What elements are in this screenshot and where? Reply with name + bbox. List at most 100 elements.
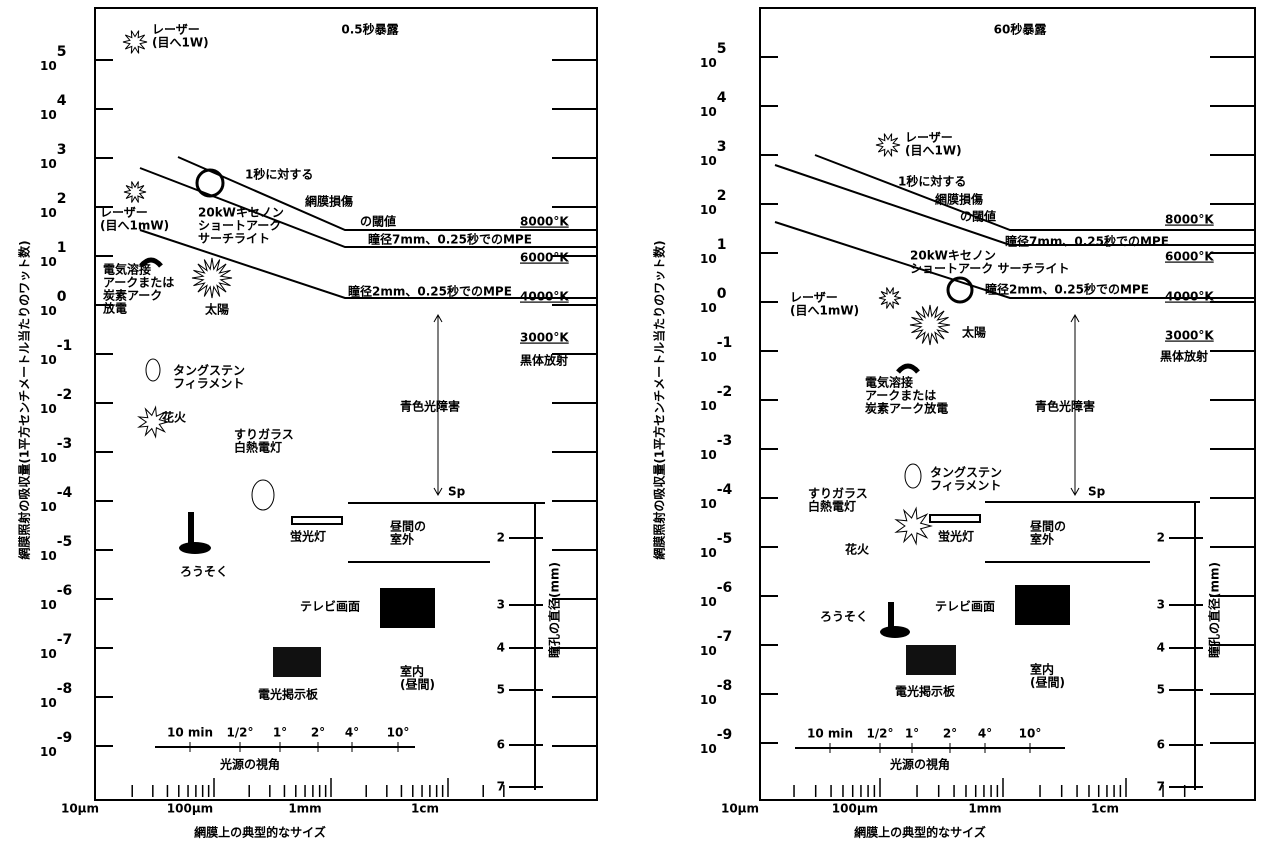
y-tick-base: 10: [40, 500, 57, 514]
y-tick-base: 10: [40, 157, 57, 171]
annotation: タングステン: [173, 363, 245, 378]
icon: [291, 516, 343, 525]
angle-tick-label: 2°: [311, 726, 325, 740]
annotation: の閾値: [960, 209, 996, 224]
annotation: 3000°K: [1165, 329, 1214, 343]
icon: [1015, 585, 1070, 625]
annotation: 瞳径7mm、0.25秒でのMPE: [368, 232, 532, 247]
y-tick-exponent: 4: [57, 93, 67, 109]
y-tick-exponent: 1: [57, 240, 67, 256]
y-axis-label: 網膜照射の吸収量(1平方センチメートル当たりのワット数): [652, 240, 667, 559]
x-tick-label: 10μm: [721, 802, 759, 816]
pupil-tick-label: 2: [497, 531, 505, 545]
y-tick-exponent: -9: [57, 730, 73, 746]
annotation: レーザー: [790, 291, 838, 305]
y-tick-base: 10: [700, 301, 717, 315]
annotation: 3000°K: [520, 331, 569, 345]
annotation: 炭素アーク: [103, 288, 162, 303]
y-tick-base: 10: [40, 451, 57, 465]
icon: [273, 647, 321, 677]
y-tick-label: 10-1: [700, 335, 732, 364]
y-tick-base: 10: [700, 644, 717, 658]
annotation: レーザー: [905, 131, 953, 145]
annotation: 室内: [400, 664, 424, 679]
icon: [946, 276, 974, 304]
y-tick-base: 10: [700, 693, 717, 707]
x-tick-label: 1cm: [411, 802, 439, 816]
annotation: (昼間): [1030, 675, 1065, 690]
annotation: フィラメント: [173, 377, 244, 391]
y-tick-label: 103: [40, 142, 66, 171]
icon: [195, 168, 225, 198]
y-tick-base: 10: [40, 549, 57, 563]
icon: [188, 512, 194, 546]
angle-tick-label: 10°: [1019, 727, 1042, 741]
y-tick-base: 10: [700, 154, 717, 168]
y-tick-base: 10: [700, 252, 717, 266]
icon: [894, 506, 933, 546]
icon: [122, 30, 148, 54]
y-tick-label: 10-4: [700, 482, 733, 511]
frame: [94, 7, 598, 801]
y-tick-exponent: -3: [57, 436, 73, 452]
annotation: 花火: [162, 410, 187, 425]
x-tick-label: 10μm: [61, 802, 99, 816]
angle-tick-label: 2°: [943, 727, 957, 741]
annotation: 蛍光灯: [938, 529, 974, 544]
y-tick-exponent: -2: [57, 387, 73, 403]
y-tick-base: 10: [700, 56, 717, 70]
annotation: Sp: [1088, 485, 1106, 499]
pupil-tick-label: 4: [1157, 641, 1165, 655]
y-tick-exponent: 2: [57, 191, 67, 207]
annotation: ろうそく: [820, 610, 868, 624]
annotation: レーザー: [100, 206, 148, 220]
annotation: 室外: [1030, 532, 1054, 547]
threshold-line: [774, 221, 1255, 299]
y-tick-exponent: -7: [717, 629, 733, 645]
arrowhead: [1070, 313, 1080, 497]
annotation: 網膜損傷: [935, 192, 983, 207]
annotation: (目へ1mW): [100, 219, 169, 233]
annotation: フィラメント: [930, 479, 1001, 493]
y-tick-label: 104: [40, 93, 67, 122]
y-tick-exponent: -4: [717, 482, 733, 498]
y-tick-label: 100: [40, 289, 67, 318]
icon: [896, 363, 920, 374]
annotation: 8000°K: [520, 215, 569, 229]
y-tick-exponent: -7: [57, 632, 73, 648]
angle-tick-label: 4°: [978, 727, 992, 741]
y-tick-base: 10: [40, 108, 57, 122]
annotation: 瞳径2mm、0.25秒でのMPE: [985, 282, 1149, 297]
pupil-tick-label: 4: [497, 641, 505, 655]
threshold-line: [774, 164, 1255, 246]
annotation: 1秒に対する: [898, 174, 966, 189]
y-tick-label: 102: [40, 191, 66, 220]
icon: [904, 463, 922, 489]
y-tick-base: 10: [700, 546, 717, 560]
annotation: 蛍光灯: [290, 529, 326, 544]
y-tick-base: 10: [700, 595, 717, 609]
angle-tick-label: 1/2°: [866, 727, 893, 741]
y-tick-label: 101: [700, 237, 726, 266]
annotation: 1秒に対する: [245, 167, 313, 182]
pupil-tick-label: 6: [497, 738, 505, 752]
annotation: 白熱電灯: [808, 499, 856, 514]
y-tick-base: 10: [40, 598, 57, 612]
icon: [137, 405, 170, 439]
y-tick-base: 10: [40, 696, 57, 710]
x-tick-label: 100μm: [832, 802, 878, 816]
pupil-tick-label: 7: [1157, 780, 1165, 794]
y-tick-label: 10-4: [40, 485, 73, 514]
frame: [759, 7, 1256, 801]
pupil-label: 瞳孔の直径(mm): [1207, 562, 1222, 658]
angle-tick-label: 1°: [273, 726, 287, 740]
annotation: Sp: [448, 485, 466, 499]
y-tick-base: 10: [40, 59, 57, 73]
y-tick-label: 10-3: [700, 433, 732, 462]
annotation: 青色光障害: [1035, 399, 1095, 414]
annotation: 電光掲示板: [258, 687, 319, 702]
annotation: サーチライト: [198, 232, 270, 246]
annotation: 6000°K: [1165, 250, 1214, 264]
annotation: 放電: [102, 301, 127, 316]
